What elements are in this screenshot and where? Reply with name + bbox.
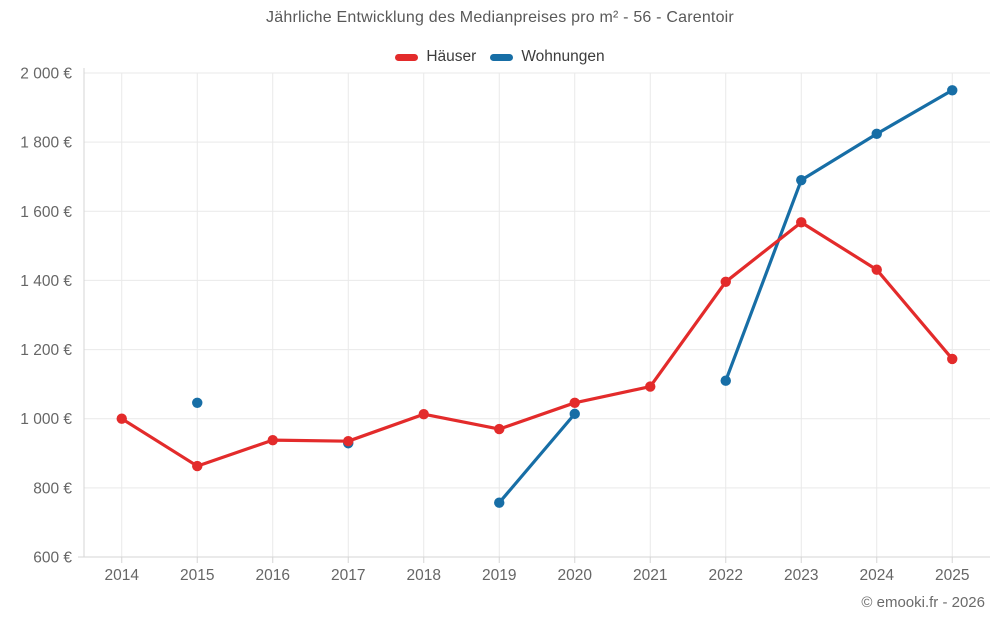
- y-tick-label-800: 800 €: [33, 480, 72, 497]
- point-Häuser-2014[interactable]: [116, 413, 127, 424]
- y-tick-label-600: 600 €: [33, 550, 72, 567]
- legend: Häuser Wohnungen: [0, 46, 1000, 68]
- legend-label-haeuser: Häuser: [426, 48, 477, 65]
- legend-label-wohnungen: Wohnungen: [521, 48, 605, 65]
- x-tick-label-2016: 2016: [256, 567, 290, 584]
- point-Häuser-2021[interactable]: [645, 381, 656, 392]
- point-Wohnungen-2020[interactable]: [569, 408, 580, 420]
- x-tick-label-2019: 2019: [482, 567, 516, 584]
- point-Wohnungen-2015[interactable]: [192, 397, 203, 409]
- point-Wohnungen-2023[interactable]: [796, 174, 807, 186]
- y-tick-label-1000: 1 000 €: [20, 411, 72, 428]
- point-Häuser-2020[interactable]: [569, 397, 580, 409]
- point-Häuser-2019[interactable]: [494, 423, 505, 435]
- legend-item-haeuser[interactable]: Häuser: [395, 48, 476, 66]
- point-Häuser-2018[interactable]: [418, 409, 429, 420]
- x-tick-label-2018: 2018: [407, 567, 441, 584]
- point-Wohnungen-2022[interactable]: [720, 375, 731, 386]
- x-tick-label-2015: 2015: [180, 567, 214, 584]
- haeuser-swatch-icon: [395, 53, 419, 61]
- point-Häuser-2023[interactable]: [796, 217, 807, 228]
- x-tick-label-2017: 2017: [331, 567, 365, 584]
- x-tick-label-2023: 2023: [784, 567, 818, 584]
- x-tick-label-2014: 2014: [105, 567, 140, 584]
- x-tick-label-2025: 2025: [935, 567, 969, 584]
- point-Wohnungen-2025[interactable]: [947, 85, 958, 96]
- point-Häuser-2016[interactable]: [267, 434, 278, 446]
- footer-credit: © emooki.fr - 2026: [861, 594, 985, 611]
- point-Häuser-2025[interactable]: [947, 353, 958, 365]
- point-Häuser-2022[interactable]: [720, 276, 731, 288]
- point-Häuser-2017[interactable]: [343, 435, 354, 447]
- line-Häuser: [120, 220, 954, 468]
- chart-title: Jährliche Entwicklung des Medianpreises …: [266, 9, 734, 26]
- x-tick-label-2021: 2021: [633, 567, 667, 584]
- x-tick-label-2020: 2020: [558, 567, 593, 584]
- line-Wohnungen: [724, 88, 954, 383]
- line-Wohnungen: [497, 412, 577, 505]
- x-tick-label-2024: 2024: [860, 567, 895, 584]
- point-Häuser-2015[interactable]: [192, 460, 203, 472]
- legend-item-wohnungen[interactable]: Wohnungen: [490, 48, 605, 66]
- y-tick-label-2000: 2 000 €: [20, 66, 72, 83]
- y-tick-label-1200: 1 200 €: [20, 342, 72, 359]
- y-tick-label-1400: 1 400 €: [20, 273, 72, 290]
- x-tick-label-2022: 2022: [709, 567, 743, 584]
- y-tick-label-1600: 1 600 €: [20, 204, 72, 221]
- point-Wohnungen-2024[interactable]: [871, 128, 882, 140]
- point-Häuser-2024[interactable]: [871, 264, 882, 275]
- y-tick-label-1800: 1 800 €: [20, 135, 72, 152]
- point-Wohnungen-2019[interactable]: [494, 497, 505, 508]
- wohnungen-swatch-icon: [490, 53, 514, 61]
